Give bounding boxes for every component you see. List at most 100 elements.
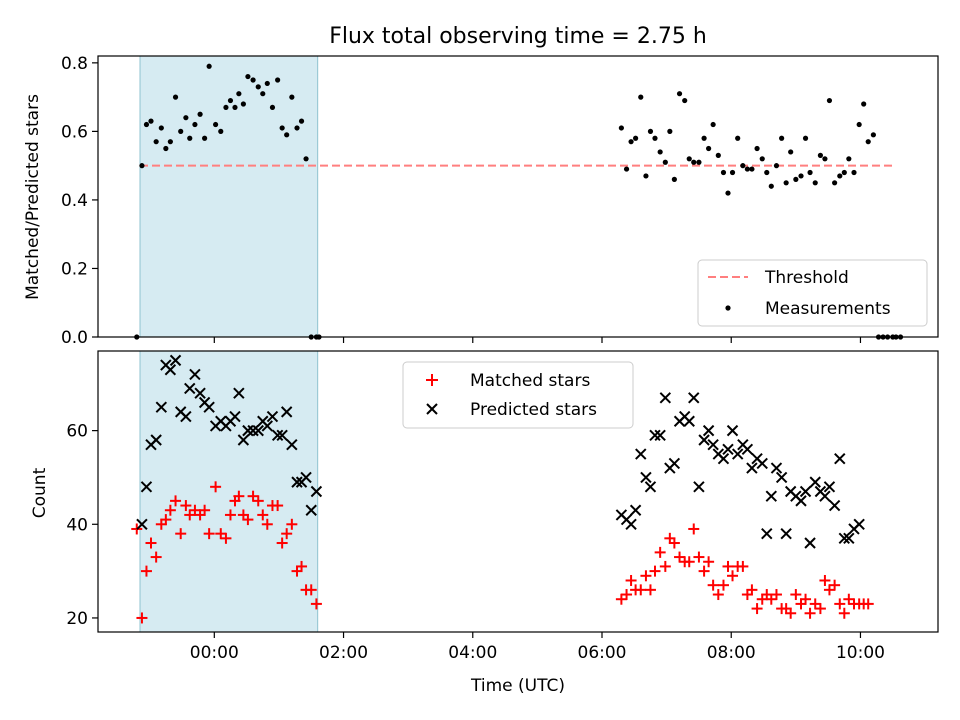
measurements-point — [740, 163, 746, 169]
y-tick-label: 0.0 — [61, 328, 88, 348]
legend-predicted-label: Predicted stars — [470, 400, 597, 420]
predicted-stars-point — [649, 429, 661, 442]
predicted-stars-point — [271, 429, 284, 442]
matched-stars-point — [261, 518, 273, 530]
predicted-stars-point — [247, 424, 259, 437]
y-tick-label: 0.4 — [61, 191, 88, 211]
predicted-stars-point — [242, 424, 254, 437]
measurements-point — [817, 152, 824, 158]
predicted-stars-point — [838, 532, 851, 545]
measurements-point — [197, 111, 203, 117]
predicted-stars-point — [252, 424, 264, 437]
measurements-point — [628, 139, 634, 145]
measurements-point — [822, 156, 828, 162]
y-tick-label: 0.2 — [61, 259, 88, 279]
measurements-point — [245, 73, 251, 80]
predicted-stars-point — [853, 518, 865, 530]
measurements-point — [744, 166, 750, 172]
measurements-point — [643, 173, 649, 179]
measurements-point — [682, 97, 688, 104]
legend-matched-label: Matched stars — [470, 371, 590, 391]
measurements-point — [240, 101, 246, 107]
measurements-point — [206, 63, 212, 69]
matched-stars-point — [737, 560, 749, 572]
matched-stars-point — [809, 598, 821, 610]
predicted-stars-point — [635, 448, 647, 460]
predicted-stars-point — [731, 448, 744, 460]
matched-stars-point — [693, 551, 705, 563]
measurements-point — [837, 173, 843, 179]
measurements-point — [192, 121, 198, 128]
measurements-point — [701, 135, 707, 141]
predicted-stars-point — [688, 392, 700, 404]
measurements-point — [710, 121, 716, 128]
measurements-point — [143, 121, 150, 128]
measurements-point — [178, 128, 184, 134]
predicted-stars-point — [693, 481, 705, 493]
matched-stars-point — [242, 514, 254, 526]
predicted-stars-point — [799, 485, 812, 498]
matched-stars-point — [698, 565, 710, 577]
matched-stars-point — [184, 509, 196, 521]
predicted-stars-point — [229, 410, 241, 423]
matched-stars-point — [189, 504, 201, 516]
matched-stars-point — [834, 598, 846, 610]
matched-stars-point — [272, 500, 284, 512]
matched-stars-point — [683, 556, 695, 568]
predicted-stars-point — [280, 406, 293, 418]
measurements-point — [667, 128, 673, 134]
matched-stars-point — [286, 518, 298, 530]
predicted-stars-point — [300, 471, 312, 484]
measurements-point — [870, 132, 876, 138]
measurements-point — [264, 80, 270, 87]
predicted-stars-point — [726, 424, 739, 437]
measurements-point — [832, 180, 838, 186]
matched-stars-point — [707, 579, 719, 591]
measurements-point — [779, 135, 785, 141]
x-tick-label: 06:00 — [578, 643, 627, 663]
measurements-point — [696, 159, 702, 165]
predicted-stars-point — [286, 438, 298, 451]
predicted-stars-point — [654, 429, 666, 442]
measurements-point — [294, 125, 300, 131]
matched-stars-point — [804, 607, 816, 619]
measurements-point — [793, 176, 799, 182]
measurements-point — [269, 104, 276, 111]
matched-stars-point — [829, 579, 841, 591]
y-tick-label: 0.8 — [61, 54, 88, 74]
measurements-point — [807, 169, 813, 176]
predicted-stars-point — [775, 471, 788, 484]
matched-stars-point — [224, 509, 236, 521]
measurements-point — [187, 135, 193, 141]
measurements-point — [289, 94, 295, 100]
matched-stars-point — [281, 528, 293, 540]
matched-stars-point — [703, 556, 715, 568]
legend-threshold-label: Threshold — [764, 268, 849, 288]
predicted-stars-point — [233, 387, 245, 399]
matched-stars-point — [668, 537, 680, 549]
measurements-point — [826, 97, 833, 104]
measurements-point — [783, 180, 789, 186]
matched-stars-point — [862, 598, 874, 610]
y-tick-label: 20 — [66, 609, 88, 629]
measurements-point — [754, 145, 760, 152]
matched-stars-point — [688, 523, 700, 535]
top-legend-box — [697, 259, 928, 327]
matched-stars-point — [644, 584, 656, 596]
bottom-legend-box — [402, 361, 634, 429]
predicted-stars-point — [819, 490, 831, 502]
measurements-point — [759, 156, 765, 162]
measurements-point — [812, 180, 818, 186]
matched-stars-point — [160, 514, 172, 526]
matched-stars-point — [615, 593, 627, 605]
predicted-stars-point — [266, 410, 279, 423]
measurements-point — [148, 118, 154, 124]
matched-stars-point — [621, 589, 633, 601]
predicted-stars-point — [625, 518, 637, 530]
predicted-stars-point — [644, 481, 657, 493]
measurements-point — [298, 118, 305, 124]
predicted-stars-point — [668, 457, 681, 470]
predicted-stars-point — [823, 481, 836, 493]
predicted-stars-point — [828, 499, 841, 512]
bottom-panel-frame — [97, 350, 939, 633]
